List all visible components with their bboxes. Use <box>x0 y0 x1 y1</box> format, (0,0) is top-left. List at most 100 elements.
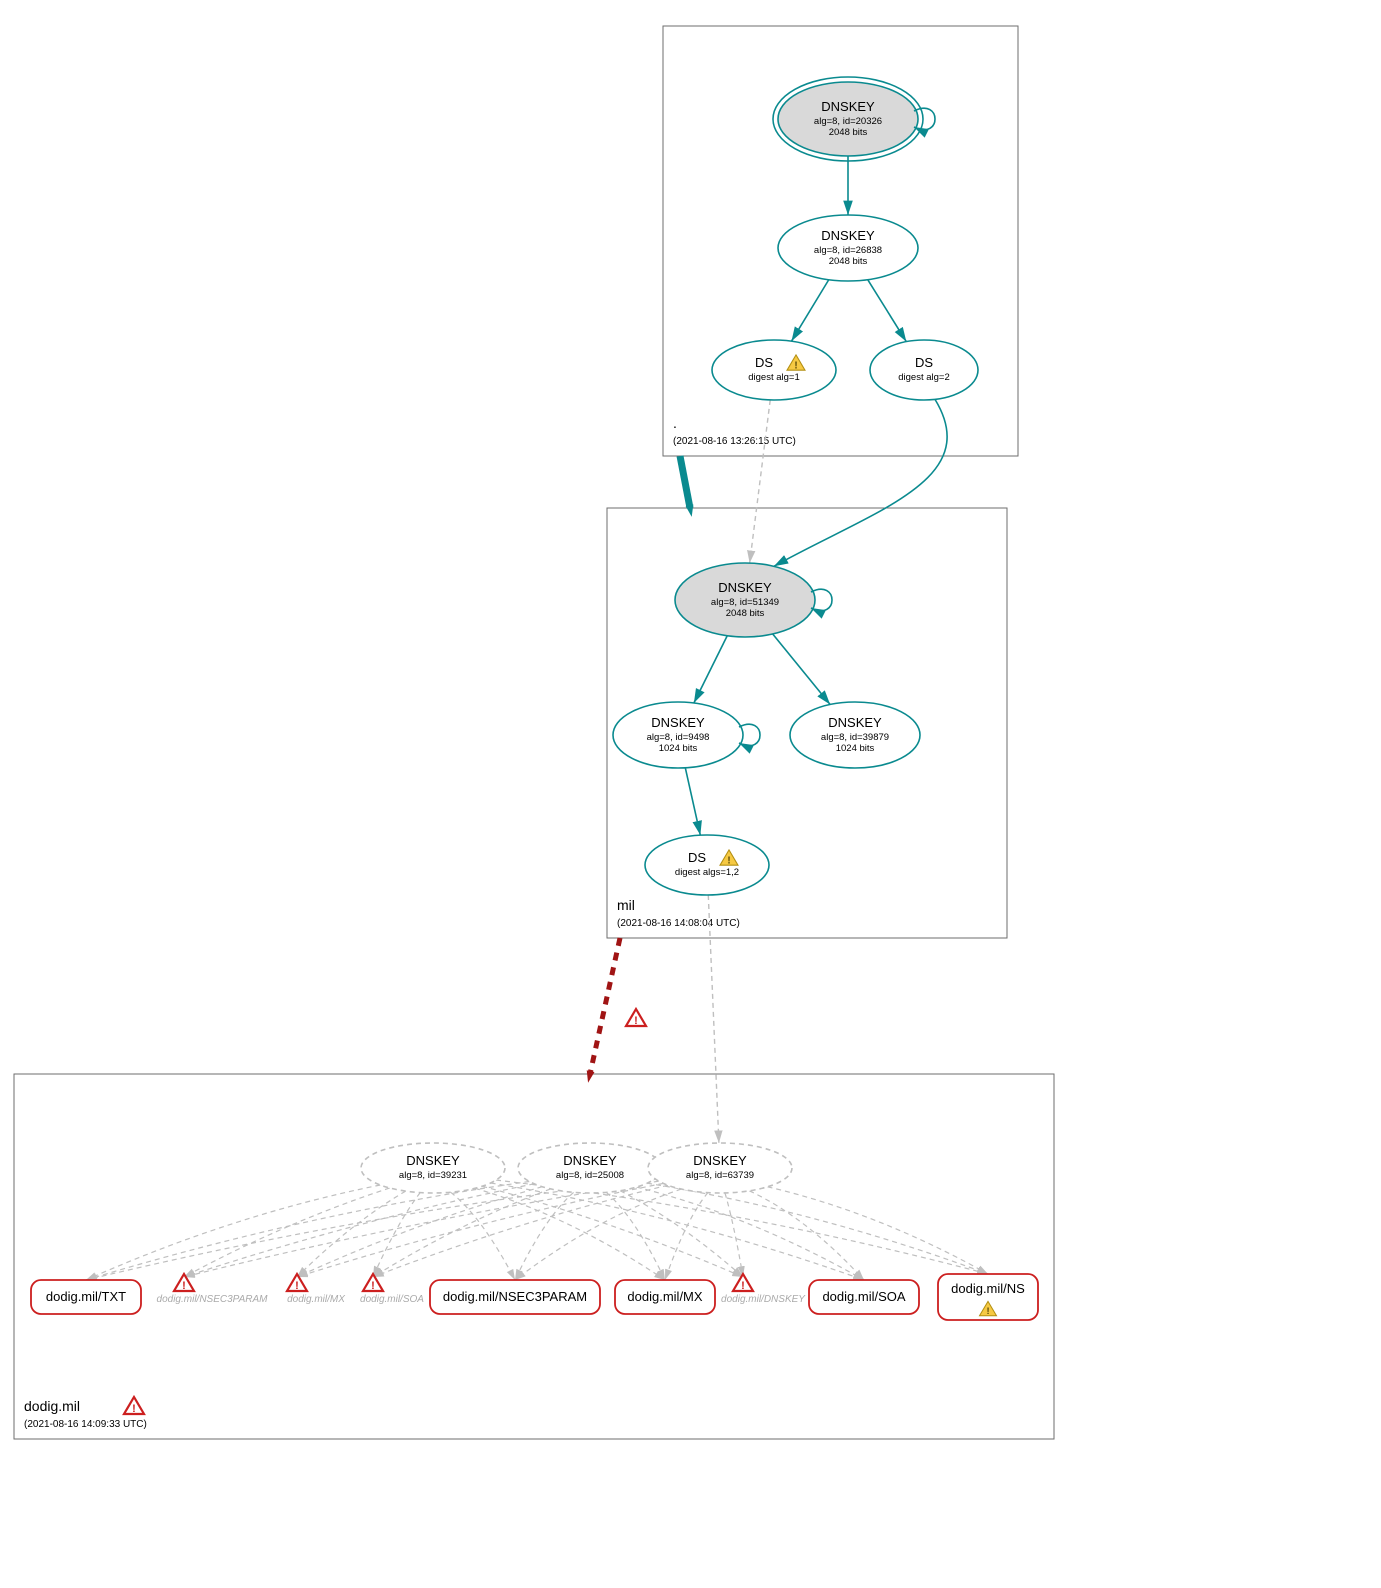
zone-label: . <box>673 415 677 431</box>
zone-label: mil <box>617 897 635 913</box>
edge <box>773 634 830 705</box>
error-icon: ! <box>287 1274 307 1292</box>
gray-label-soa: dodig.mil/SOA <box>360 1294 424 1305</box>
rr-txt[interactable]: dodig.mil/TXT <box>31 1280 141 1314</box>
edge <box>373 1185 668 1277</box>
node-sub1: alg=8, id=26838 <box>814 245 882 256</box>
edge <box>708 895 719 1143</box>
zone-dodig: dodig.mil(2021-08-16 14:09:33 UTC) <box>14 1074 1054 1439</box>
node-title: DNSKEY <box>821 99 875 114</box>
svg-text:!: ! <box>794 360 797 371</box>
rr-label: dodig.mil/SOA <box>822 1289 905 1304</box>
zone-timestamp: (2021-08-16 13:26:15 UTC) <box>673 436 796 447</box>
node-title: DNSKEY <box>693 1153 747 1168</box>
node-sub1: alg=8, id=39879 <box>821 732 889 743</box>
node-sub1: alg=8, id=20326 <box>814 116 882 127</box>
svg-text:!: ! <box>741 1280 745 1292</box>
svg-text:!: ! <box>634 1015 638 1027</box>
edge <box>791 280 828 341</box>
edge <box>694 636 727 703</box>
node-sub1: alg=8, id=25008 <box>556 1170 624 1181</box>
error-icon: ! <box>626 1009 646 1027</box>
node-title: DNSKEY <box>406 1153 460 1168</box>
edge <box>637 1187 864 1280</box>
delegation-edge <box>680 456 690 508</box>
node-sub2: 2048 bits <box>726 608 765 619</box>
edge <box>515 1192 574 1280</box>
delegation-edge-error <box>590 938 620 1074</box>
rr-nsec3p[interactable]: dodig.mil/NSEC3PARAM <box>430 1280 600 1314</box>
gray-label-dnskey: dodig.mil/DNSKEY <box>721 1294 806 1305</box>
rr-label: dodig.mil/MX <box>627 1289 702 1304</box>
node-title: DNSKEY <box>821 228 875 243</box>
svg-text:!: ! <box>986 1306 989 1316</box>
node-sub1: alg=8, id=51349 <box>711 597 779 608</box>
node-title: DNSKEY <box>718 580 772 595</box>
edge <box>620 1191 743 1277</box>
node-root_ksk[interactable]: DNSKEY alg=8, id=203262048 bits <box>773 77 923 161</box>
node-sub2: 1024 bits <box>659 743 698 754</box>
gray-label-mx: dodig.mil/MX <box>287 1294 345 1305</box>
edge <box>297 1183 663 1277</box>
node-sub1: digest algs=1,2 <box>675 867 739 878</box>
node-title: DNSKEY <box>828 715 882 730</box>
edge <box>749 1191 864 1280</box>
node-mil_ksk[interactable]: DNSKEY alg=8, id=513492048 bits <box>675 563 815 637</box>
node-sub2: 1024 bits <box>836 743 875 754</box>
svg-text:!: ! <box>371 1280 375 1292</box>
node-title: DNSKEY <box>563 1153 617 1168</box>
edge <box>86 1185 380 1280</box>
edge <box>768 1187 988 1274</box>
svg-text:!: ! <box>727 855 730 866</box>
node-sub1: alg=8, id=63739 <box>686 1170 754 1181</box>
node-dodig_key2[interactable]: DNSKEY alg=8, id=25008 <box>518 1143 662 1193</box>
node-sub1: alg=8, id=9498 <box>647 732 710 743</box>
node-mil_zsk1[interactable]: DNSKEY alg=8, id=94981024 bits <box>613 702 743 768</box>
edge <box>86 1181 529 1280</box>
svg-text:!: ! <box>132 1403 136 1415</box>
edge <box>475 1188 665 1280</box>
node-dodig_key3[interactable]: DNSKEY alg=8, id=63739 <box>648 1143 792 1193</box>
node-sub2: 2048 bits <box>829 256 868 267</box>
node-title: DS <box>755 355 773 370</box>
error-icon: ! <box>363 1274 383 1292</box>
rr-label: dodig.mil/TXT <box>46 1289 126 1304</box>
node-sub1: digest alg=2 <box>898 372 950 383</box>
edge <box>750 400 771 563</box>
edge <box>496 1180 988 1274</box>
gray-label-nsec3p: dodig.mil/NSEC3PARAM <box>157 1294 269 1305</box>
error-icon: ! <box>124 1397 144 1415</box>
node-title: DNSKEY <box>651 715 705 730</box>
edge <box>373 1189 551 1277</box>
error-icon: ! <box>733 1274 753 1292</box>
edge <box>606 1192 665 1280</box>
svg-text:!: ! <box>295 1280 299 1292</box>
node-title: DS <box>915 355 933 370</box>
edge <box>647 1183 988 1274</box>
edge <box>868 280 907 342</box>
node-mil_ds[interactable]: DS digest algs=1,2 <box>645 835 769 895</box>
error-icon: ! <box>174 1274 194 1292</box>
node-sub1: alg=8, id=39231 <box>399 1170 467 1181</box>
zone-label: dodig.mil <box>24 1398 80 1414</box>
node-root_zsk[interactable]: DNSKEY alg=8, id=268382048 bits <box>778 215 918 281</box>
node-mil_zsk2[interactable]: DNSKEY alg=8, id=398791024 bits <box>790 702 920 768</box>
node-root_ds1[interactable]: DSdigest alg=1 <box>712 340 836 400</box>
rr-soa[interactable]: dodig.mil/SOA <box>809 1280 919 1314</box>
edge <box>774 399 947 566</box>
node-dodig_key1[interactable]: DNSKEY alg=8, id=39231 <box>361 1143 505 1193</box>
edge <box>297 1191 406 1277</box>
node-sub2: 2048 bits <box>829 127 868 138</box>
zone-timestamp: (2021-08-16 14:08:04 UTC) <box>617 918 740 929</box>
edge <box>184 1181 659 1277</box>
edge <box>184 1188 390 1277</box>
edge <box>184 1184 534 1277</box>
edge <box>685 768 700 835</box>
edge <box>451 1192 515 1280</box>
node-title: DS <box>688 850 706 865</box>
rr-mx[interactable]: dodig.mil/MX <box>615 1280 715 1314</box>
node-root_ds2[interactable]: DS digest alg=2 <box>870 340 978 400</box>
rr-label: dodig.mil/NS <box>951 1281 1025 1296</box>
svg-text:!: ! <box>182 1280 186 1292</box>
rr-label: dodig.mil/NSEC3PARAM <box>443 1289 587 1304</box>
